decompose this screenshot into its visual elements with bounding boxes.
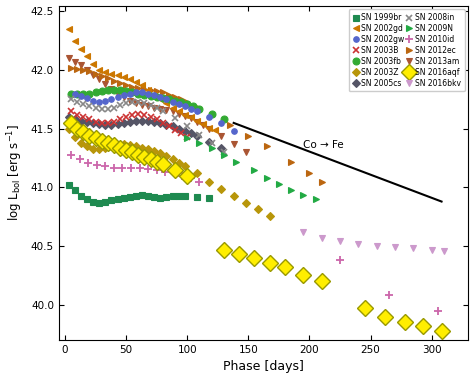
Legend: SN 1999br, SN 2002gd, SN 2002gw, SN 2003B, SN 2003fb, SN 2003Z, SN 2005cs, SN 20: SN 1999br, SN 2002gd, SN 2002gw, SN 2003… bbox=[349, 9, 465, 91]
X-axis label: Phase [days]: Phase [days] bbox=[223, 360, 304, 373]
Y-axis label: log L$_{\rm bol}$ [erg s$^{-1}$]: log L$_{\rm bol}$ [erg s$^{-1}$] bbox=[6, 124, 25, 221]
Text: Co → Fe: Co → Fe bbox=[303, 140, 344, 150]
